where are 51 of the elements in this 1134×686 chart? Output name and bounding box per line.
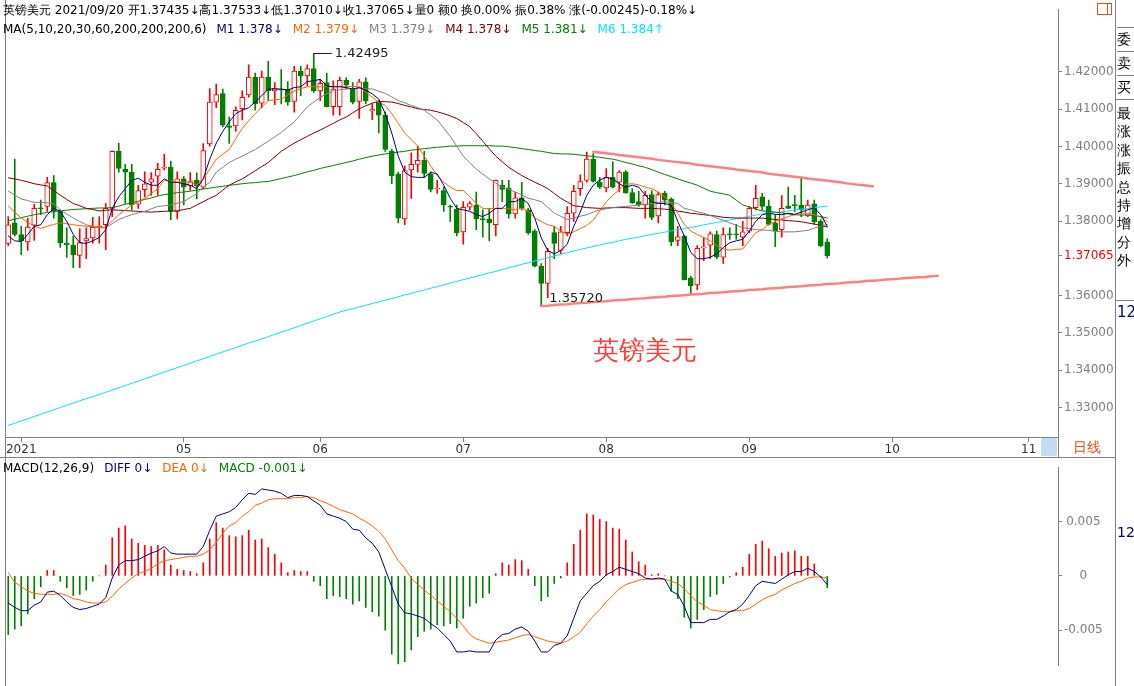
y-tick-label: 1.41000 (1064, 101, 1114, 116)
text: 持 (1117, 196, 1131, 214)
text: 振 (1117, 159, 1131, 178)
x-tick-label: 09 (741, 442, 757, 457)
text: 12 (1117, 303, 1134, 321)
annotation: 英镑美元 (593, 334, 697, 366)
y-tick-label: 1.35000 (1064, 325, 1114, 340)
y-tick-label: 1.38000 (1064, 213, 1114, 228)
x-tick-label: 2021 (5, 442, 37, 457)
x-tick-label: 10 (884, 442, 900, 457)
text: M1 1.378↓ (216, 22, 283, 36)
text: 外 (1117, 251, 1131, 270)
text: 12 (1117, 523, 1134, 541)
text: M6 1.384↑ (597, 22, 664, 36)
text: MACD -0.001↓ (218, 461, 308, 475)
text: M5 1.381↓ (521, 22, 588, 36)
y-tick-label: 1.33000 (1064, 399, 1114, 414)
text: M2 1.379↓ (292, 22, 359, 36)
y-tick-label: 1.40000 (1064, 138, 1114, 153)
chart-title: 英镑美元 2021/09/20 开1.37435↓高1.37533↓低1.37010↓收1.37065↓量0 额0 换0.00% 振0.38% 涨(-0.00245)-0.18%↓ (3, 3, 698, 18)
y-tick-label: 1.36000 (1064, 287, 1114, 302)
y-tick-label: 1.39000 (1064, 175, 1114, 190)
y-tick-label: 1.37065 (1064, 248, 1114, 263)
x-tick-label: 06 (312, 442, 328, 457)
text: M4 1.378↓ (445, 22, 512, 36)
text: DEA 0↓ (162, 461, 209, 475)
x-tick-label: 08 (598, 442, 614, 457)
annotation: 1.42495 (334, 44, 389, 60)
text: 涨 (1117, 122, 1131, 141)
text: 日线 (1058, 437, 1115, 457)
text: M3 1.379↓ (368, 22, 436, 36)
legend-title: MA(5,10,20,30,60,200,200,200,6) (3, 22, 207, 36)
x-tick-label: 05 (176, 442, 192, 457)
y-tick-label: 1.34000 (1064, 362, 1114, 377)
text: 涨 (1117, 140, 1131, 159)
text: 总 (1117, 177, 1131, 196)
text: 最 (1117, 104, 1131, 122)
legend-title: MACD(12,26,9) (3, 461, 95, 475)
x-tick-label: 07 (455, 442, 471, 457)
text: 卖 (1117, 51, 1134, 75)
y-tick-label: -0.005 (1064, 622, 1103, 637)
annotation: 1.35720 (549, 289, 604, 305)
y-tick-label: 0 (1079, 568, 1088, 583)
text: DIFF 0↓ (104, 461, 153, 475)
text: 分 (1117, 232, 1131, 251)
text: 买 (1117, 75, 1134, 99)
y-tick-label: 0.005 (1066, 513, 1101, 528)
x-tick-label: 11 (1021, 442, 1037, 457)
y-tick-label: 1.42000 (1064, 63, 1114, 78)
text: 增 (1117, 214, 1131, 233)
text: 委 (1117, 27, 1134, 51)
